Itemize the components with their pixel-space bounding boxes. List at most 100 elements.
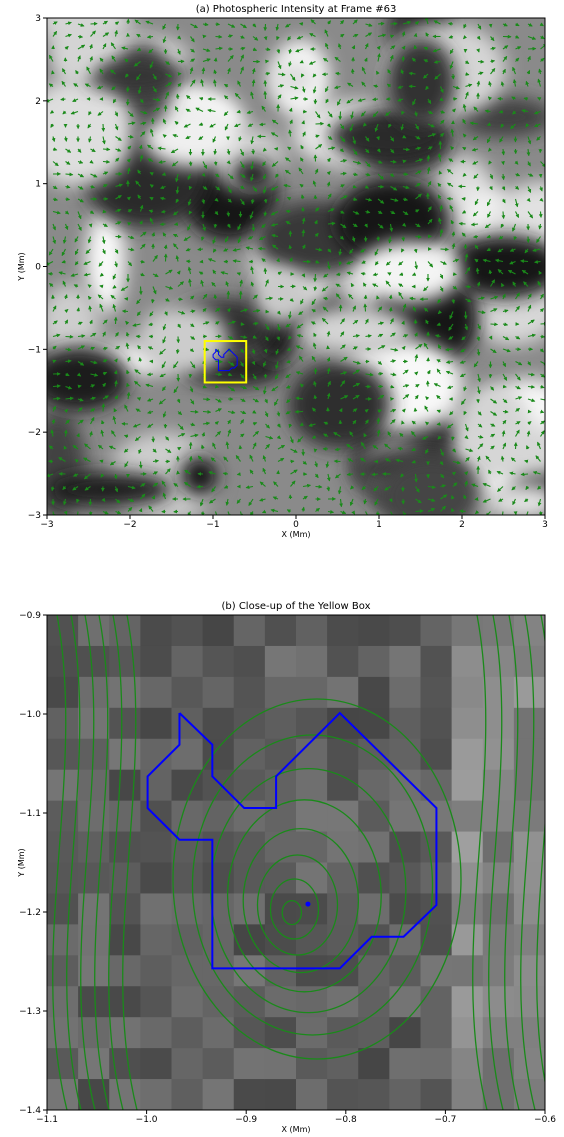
- pixel: [327, 770, 359, 801]
- pixel: [389, 708, 421, 739]
- pixel: [203, 770, 235, 801]
- x-tick-label: 0: [293, 520, 299, 530]
- pixel: [389, 924, 421, 955]
- pixel: [234, 1079, 266, 1110]
- pixel: [452, 986, 484, 1017]
- granule: [386, 38, 456, 125]
- velocity-arrow: [403, 237, 404, 241]
- velocity-arrow: [215, 149, 216, 154]
- pixel: [265, 801, 297, 832]
- pixel: [172, 615, 204, 646]
- velocity-arrow: [428, 155, 429, 161]
- velocity-arrow: [177, 349, 178, 353]
- pixel: [172, 708, 204, 739]
- pixel: [172, 1017, 204, 1048]
- pixel: [483, 832, 515, 863]
- velocity-arrow: [175, 224, 178, 225]
- pixel: [109, 955, 141, 986]
- velocity-arrow: [460, 511, 466, 512]
- granule: [21, 78, 134, 186]
- pixel: [265, 770, 297, 801]
- x-tick-label: −2: [123, 520, 136, 530]
- velocity-arrow: [521, 261, 528, 262]
- velocity-arrow: [416, 34, 417, 37]
- pixel: [203, 646, 235, 677]
- pixel: [140, 1048, 172, 1079]
- pixel: [172, 1079, 204, 1110]
- velocity-arrow: [53, 386, 60, 387]
- velocity-arrow: [203, 399, 210, 400]
- pixel: [47, 893, 79, 924]
- velocity-arrow: [378, 373, 383, 374]
- pixel: [234, 924, 266, 955]
- velocity-arrow: [524, 98, 528, 99]
- velocity-arrow: [503, 212, 504, 219]
- velocity-arrow: [141, 462, 142, 469]
- velocity-arrow: [503, 412, 508, 413]
- pixel: [421, 1048, 453, 1079]
- pixel: [109, 986, 141, 1017]
- velocity-arrow: [315, 395, 316, 399]
- pixel: [514, 832, 546, 863]
- pixel: [78, 986, 110, 1017]
- pixel: [452, 646, 484, 677]
- granule: [50, 0, 98, 80]
- velocity-arrow: [53, 398, 60, 399]
- velocity-arrow: [477, 268, 478, 274]
- velocity-arrow: [403, 161, 406, 162]
- velocity-arrow: [78, 308, 79, 312]
- velocity-arrow: [191, 311, 195, 312]
- x-axis-label: X (Mm): [282, 1125, 311, 1134]
- x-tick-label: −0.8: [335, 1115, 357, 1125]
- velocity-arrow: [216, 387, 219, 388]
- pixel: [78, 955, 110, 986]
- pixel: [203, 832, 235, 863]
- pixel: [296, 1048, 328, 1079]
- velocity-arrow: [123, 311, 128, 312]
- velocity-arrow: [416, 237, 422, 238]
- x-tick-label: −0.9: [235, 1115, 257, 1125]
- pixel: [452, 955, 484, 986]
- pixel: [172, 1048, 204, 1079]
- pixel: [421, 986, 453, 1017]
- y-tick-label: −1: [28, 345, 41, 355]
- pixel: [78, 924, 110, 955]
- x-tick-label: −1.1: [36, 1115, 58, 1125]
- pixel: [421, 1079, 453, 1110]
- pixel: [140, 924, 172, 955]
- y-tick-label: −1.1: [19, 809, 41, 819]
- velocity-arrow: [160, 224, 165, 225]
- pixel: [140, 832, 172, 863]
- granule: [30, 347, 128, 411]
- pixel: [296, 646, 328, 677]
- pixel: [234, 615, 266, 646]
- pixel: [358, 770, 390, 801]
- velocity-arrow: [147, 37, 153, 38]
- pixel: [327, 801, 359, 832]
- pixel: [265, 893, 297, 924]
- y-axis-label: Y (Mm): [17, 252, 26, 281]
- pixel: [47, 955, 79, 986]
- velocity-arrow: [216, 58, 217, 62]
- y-tick-label: 1: [35, 180, 41, 190]
- velocity-arrow: [503, 162, 504, 165]
- x-tick-label: −1: [206, 520, 219, 530]
- pixel: [203, 986, 235, 1017]
- velocity-arrow: [216, 374, 222, 375]
- velocity-arrow: [303, 507, 304, 511]
- pixel: [421, 708, 453, 739]
- velocity-arrow: [300, 23, 303, 24]
- pixel: [78, 832, 110, 863]
- pixel: [78, 1048, 110, 1079]
- pixel: [140, 893, 172, 924]
- pixel: [452, 739, 484, 770]
- velocity-arrow: [490, 270, 491, 274]
- pixel: [483, 986, 515, 1017]
- pixel: [265, 832, 297, 863]
- y-tick-label: −0.9: [19, 611, 41, 621]
- velocity-arrow: [240, 446, 241, 449]
- velocity-arrow: [265, 212, 266, 217]
- pixel: [109, 739, 141, 770]
- y-tick-label: −1.0: [19, 710, 41, 720]
- pixel: [47, 739, 79, 770]
